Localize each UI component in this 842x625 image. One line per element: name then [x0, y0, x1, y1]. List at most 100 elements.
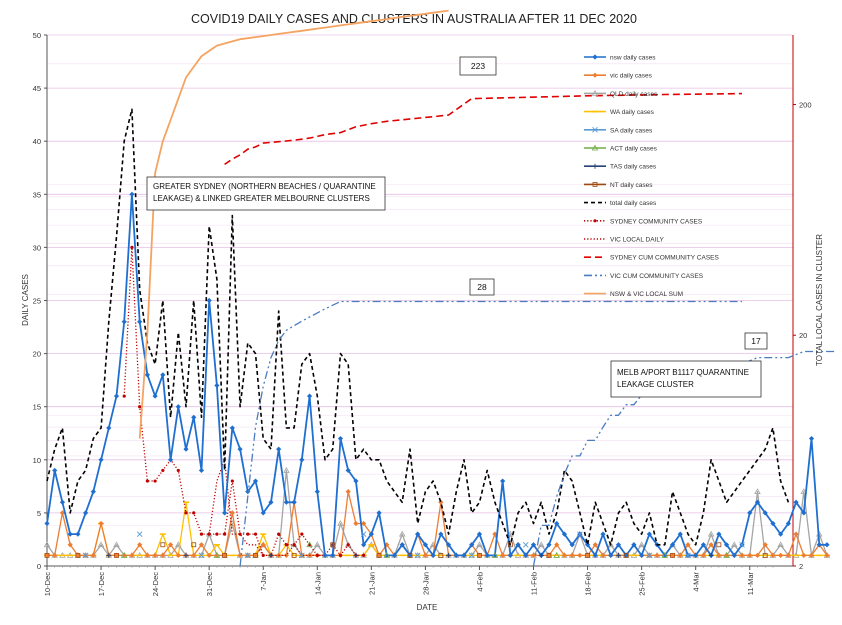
data-point-minor: [739, 541, 745, 548]
data-point-vic: [229, 510, 235, 516]
data-point-minor: [477, 552, 482, 558]
data-point-nsw: [523, 552, 529, 558]
legend-item: ACT daily cases: [584, 144, 658, 153]
data-point-nsw: [198, 467, 205, 474]
data-point-minor: [716, 542, 722, 548]
data-point-nsw: [785, 520, 791, 527]
data-point-nsw: [361, 542, 367, 548]
data-point-minor: [491, 551, 499, 558]
legend-label: VIC CUM COMMUNITY CASES: [610, 273, 704, 280]
data-point-nsw: [268, 499, 274, 505]
data-point-vic: [345, 489, 351, 495]
data-point-vic: [801, 552, 807, 558]
data-point-nsw: [469, 542, 475, 548]
data-point-nsw: [160, 372, 166, 378]
data-point-minor: [723, 551, 730, 558]
x-tick-label: 7-Jan: [259, 572, 268, 591]
data-point-vic: [762, 542, 768, 548]
data-point-qld: [314, 541, 321, 548]
data-point-qld: [97, 541, 105, 548]
annotation-sydney-line2: LEAKAGE) & LINKED GREATER MELBOURNE CLUS…: [153, 194, 370, 203]
data-point-minor: [670, 552, 675, 558]
data-point-nsw: [59, 499, 66, 505]
data-point-nsw: [283, 499, 289, 505]
data-point-sydney_community: [199, 532, 204, 536]
data-point-vic: [723, 552, 730, 558]
data-point-vic: [584, 552, 591, 558]
data-point-nsw: [700, 542, 707, 548]
data-point-sydney_community: [215, 532, 219, 536]
legend-swatch-marker: [592, 163, 598, 169]
legend-item: SYDNEY CUM COMMUNITY CASES: [584, 255, 719, 262]
x-tick-label: 17-Dec: [97, 572, 106, 596]
legend-label: NSW & VIC LOCAL SUM: [610, 291, 683, 298]
y-axis-label: DAILY CASES: [21, 274, 30, 326]
data-point-nsw: [368, 531, 374, 537]
data-point-nsw: [662, 552, 668, 558]
data-point-sydney_community: [362, 553, 366, 557]
data-point-nsw: [801, 510, 807, 516]
data-point-nsw: [330, 552, 336, 558]
data-point-nsw: [461, 552, 467, 558]
legend-item: VIC CUM COMMUNITY CASES: [584, 273, 704, 280]
data-point-nsw: [762, 510, 768, 516]
legend-swatch-marker: [592, 126, 598, 133]
x-axis-label: DATE: [417, 603, 438, 612]
x-tick-label: 28-Jan: [421, 572, 430, 595]
data-point-vic: [222, 552, 228, 558]
legend-item: NSW & VIC LOCAL SUM: [584, 291, 683, 298]
legend-label: VIC LOCAL DAILY: [610, 237, 664, 244]
data-point-sydney_community: [122, 394, 126, 398]
data-point-nsw: [167, 457, 174, 463]
data-point-vic: [546, 552, 552, 558]
x-tick-label: 14-Jan: [313, 572, 322, 595]
legend-swatch-marker: [592, 72, 598, 78]
data-point-vic: [770, 552, 776, 558]
data-point-sydney_community: [277, 532, 281, 536]
data-point-nsw: [484, 552, 490, 558]
data-point-sydney_community: [338, 553, 343, 557]
series-sum: [138, 9, 449, 439]
data-point-vic: [175, 552, 181, 558]
y-tick-label: 20: [33, 350, 41, 359]
data-point-vic: [739, 552, 745, 558]
data-point-minor: [522, 541, 529, 548]
data-point-minor: [577, 531, 583, 537]
legend-item: TAS daily cases: [584, 164, 657, 171]
data-point-minor: [253, 552, 258, 558]
data-point-nsw: [137, 319, 143, 325]
series-total: [46, 108, 790, 546]
y-tick-label: 0: [37, 562, 41, 571]
data-point-minor: [376, 552, 382, 558]
data-point-minor: [291, 552, 297, 558]
data-point-nsw: [75, 531, 81, 537]
data-point-vic: [708, 542, 714, 548]
annotation-box-melb: [610, 360, 762, 398]
data-point-vic: [90, 552, 96, 558]
data-point-nsw: [152, 393, 158, 399]
data-point-nsw: [299, 457, 305, 463]
data-point-sydney_community: [300, 532, 304, 536]
data-point-nsw: [723, 542, 730, 548]
data-point-nsw: [623, 552, 629, 558]
data-point-nsw: [260, 510, 266, 516]
badge-box: [459, 56, 497, 76]
data-point-nsw: [492, 552, 498, 558]
data-point-minor: [708, 552, 714, 558]
y-tick-label: 10: [33, 456, 41, 465]
data-point-nsw: [52, 467, 58, 474]
data-point-qld: [607, 541, 615, 548]
data-point-vic: [476, 552, 483, 558]
series-line-melb_cum: [532, 350, 835, 567]
data-point-nsw: [121, 319, 127, 325]
data-point-vic: [198, 542, 205, 548]
data-point-sydney_community: [223, 532, 227, 536]
data-point-nsw: [584, 542, 591, 548]
y-tick-label: 35: [33, 190, 41, 199]
badge-value: 28: [477, 282, 487, 292]
legend-item: WA daily cases: [584, 109, 655, 116]
data-point-minor: [468, 552, 475, 559]
data-point-nsw: [793, 499, 799, 505]
data-point-minor: [585, 552, 590, 558]
